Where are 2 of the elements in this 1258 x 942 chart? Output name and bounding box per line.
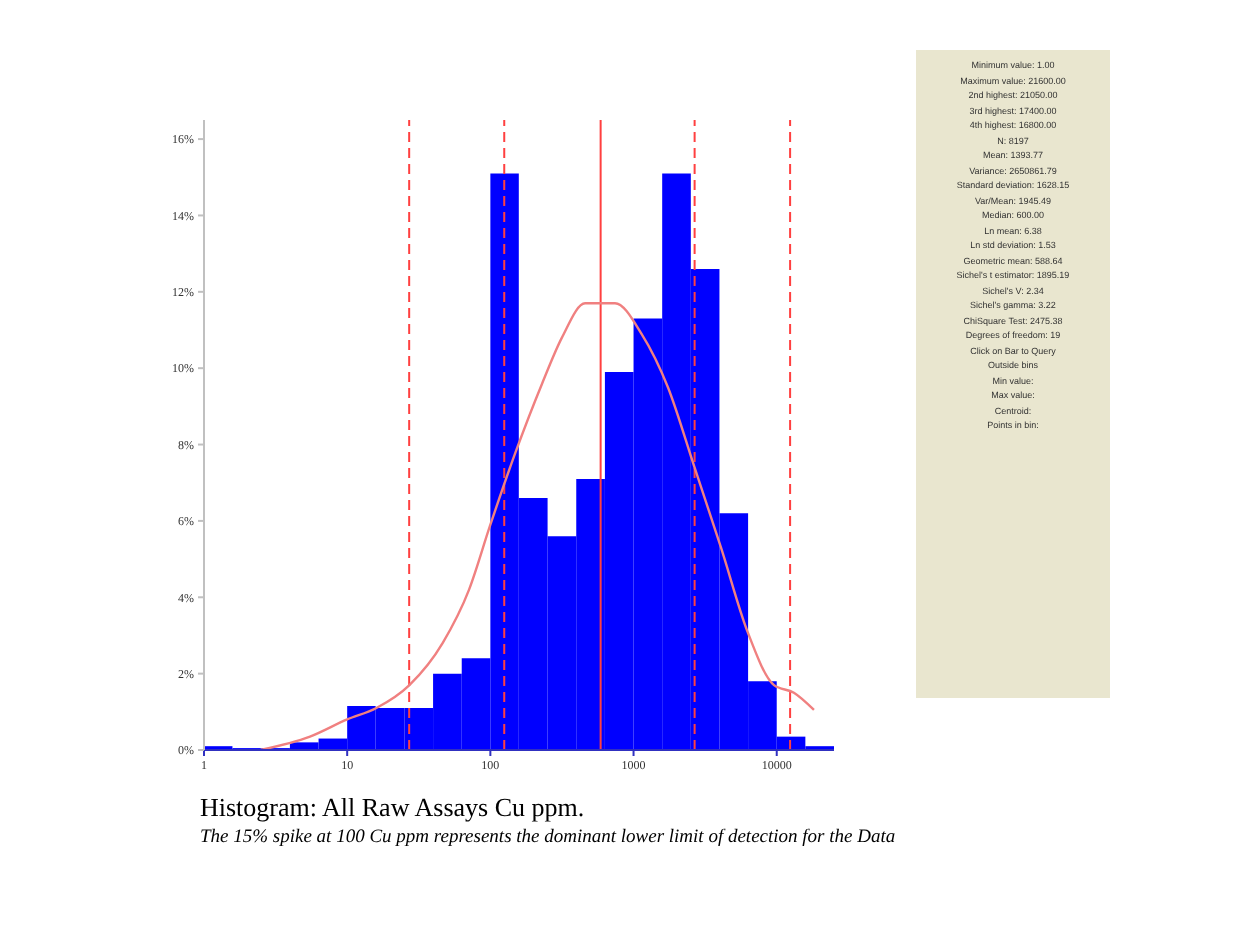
text: Histogram: All Raw Assays Cu ppm.	[200, 792, 585, 824]
text: The 15% spike at 100 Cu ppm represents the dominant lower limit of detection for the Data	[200, 828, 896, 848]
